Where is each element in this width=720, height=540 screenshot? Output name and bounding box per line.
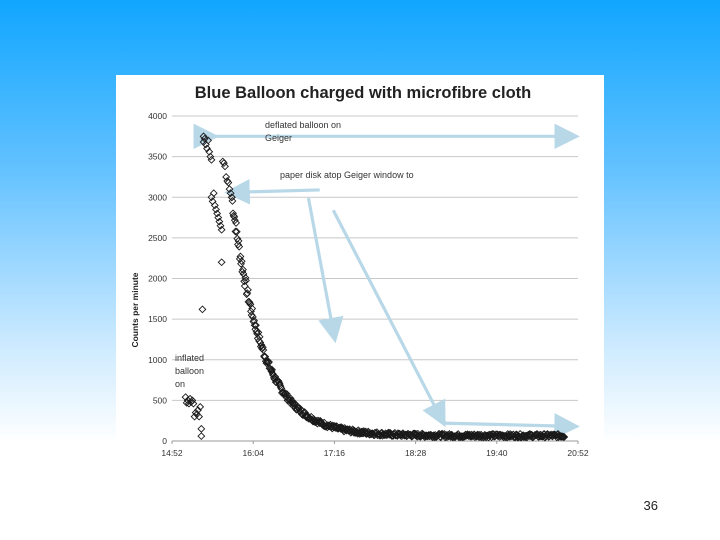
data-point <box>227 193 236 202</box>
data-point <box>237 257 246 266</box>
data-point <box>213 209 222 218</box>
x-tick-label: 20:52 <box>567 448 589 458</box>
chart-title: Blue Balloon charged with microfibre clo… <box>194 84 532 102</box>
data-point <box>243 285 252 294</box>
data-point <box>247 307 255 316</box>
data-point <box>222 173 231 181</box>
data-point <box>234 240 242 249</box>
data-point <box>320 418 329 427</box>
data-point <box>431 431 440 439</box>
data-point <box>196 402 205 411</box>
data-point <box>239 265 247 274</box>
data-point <box>560 433 569 441</box>
data-point <box>226 189 235 198</box>
data-point <box>252 327 261 336</box>
data-point <box>212 205 220 214</box>
page-number: 36 <box>643 498 658 513</box>
data-point <box>254 328 263 337</box>
data-point <box>235 242 244 251</box>
data-point <box>248 304 257 313</box>
data-point <box>210 201 219 210</box>
y-tick-label: 2500 <box>148 233 167 243</box>
annotation-inflated-balloon: on <box>175 379 185 389</box>
data-point <box>197 424 206 433</box>
data-point <box>215 217 224 226</box>
paper-disk-arrow-down <box>306 197 344 344</box>
data-point <box>203 144 211 153</box>
data-point <box>242 276 250 285</box>
annotation-deflated-balloon: Geiger <box>265 133 292 143</box>
data-point <box>221 162 229 171</box>
paper-disk-arrow-left <box>224 179 320 205</box>
data-point <box>288 398 297 407</box>
data-point <box>232 227 241 236</box>
annotation-deflated-balloon: deflated balloon on <box>265 120 341 130</box>
data-point <box>326 420 335 429</box>
y-tick-label: 4000 <box>148 111 167 121</box>
data-point <box>198 305 207 314</box>
data-point <box>214 213 223 222</box>
x-tick-label: 17:16 <box>324 448 346 458</box>
data-point <box>245 297 254 306</box>
data-point <box>230 216 239 225</box>
data-point <box>206 152 215 161</box>
data-point <box>209 189 218 198</box>
data-point <box>277 384 286 393</box>
data-point <box>258 343 267 352</box>
data-point <box>219 159 228 168</box>
data-point <box>231 227 240 236</box>
data-point <box>199 132 208 141</box>
data-point <box>248 313 257 321</box>
data-point <box>217 258 226 267</box>
y-tick-label: 3500 <box>148 152 167 162</box>
data-point <box>229 209 237 218</box>
data-point <box>558 432 567 441</box>
annotation-inflated-balloon: balloon <box>175 366 204 376</box>
y-tick-label: 500 <box>153 395 167 405</box>
y-tick-label: 2000 <box>148 274 167 284</box>
data-point <box>230 212 239 221</box>
data-point <box>182 398 191 407</box>
data-point <box>188 396 197 405</box>
data-point <box>216 221 225 230</box>
y-tick-label: 1000 <box>148 355 167 365</box>
x-tick-label: 16:04 <box>243 448 265 458</box>
x-tick-label: 14:52 <box>161 448 183 458</box>
chart-plot: 0 500 1000 1500 2000 2500 3000 3500 4000 14:52 16:… <box>130 111 589 458</box>
data-point <box>239 270 248 278</box>
data-point <box>197 432 206 441</box>
data-point <box>217 225 226 234</box>
chart-panel: 0 500 1000 1500 2000 2500 3000 3500 4000 14:52 16:… <box>116 75 604 465</box>
data-point <box>225 185 234 194</box>
y-tick-label: 1500 <box>148 314 167 324</box>
y-axis-label: Counts per minute <box>130 272 140 347</box>
annotation-inflated-balloon: inflated <box>175 353 204 363</box>
data-point <box>241 273 250 282</box>
data-point <box>228 197 237 205</box>
data-point <box>207 155 216 164</box>
data-point <box>236 252 245 261</box>
data-point <box>189 399 198 408</box>
data-point <box>247 311 256 319</box>
x-tick-label: 18:28 <box>405 448 427 458</box>
data-point <box>194 406 202 415</box>
baseline-arrow <box>442 413 580 439</box>
data-point <box>232 218 240 227</box>
annotation-paper-disk: paper disk atop Geiger window to <box>280 170 414 180</box>
data-point <box>250 321 259 330</box>
data-point <box>195 412 204 421</box>
data-point <box>559 433 568 441</box>
data-point <box>256 338 265 347</box>
data-point <box>281 389 290 398</box>
paper-disk-arrow-diagonal <box>331 209 446 428</box>
y-tick-label: 0 <box>162 436 167 446</box>
data-point <box>224 178 233 187</box>
y-tick-label: 3000 <box>148 192 167 202</box>
data-point <box>276 381 285 390</box>
x-tick-label: 19:40 <box>486 448 508 458</box>
data-point <box>204 136 213 145</box>
